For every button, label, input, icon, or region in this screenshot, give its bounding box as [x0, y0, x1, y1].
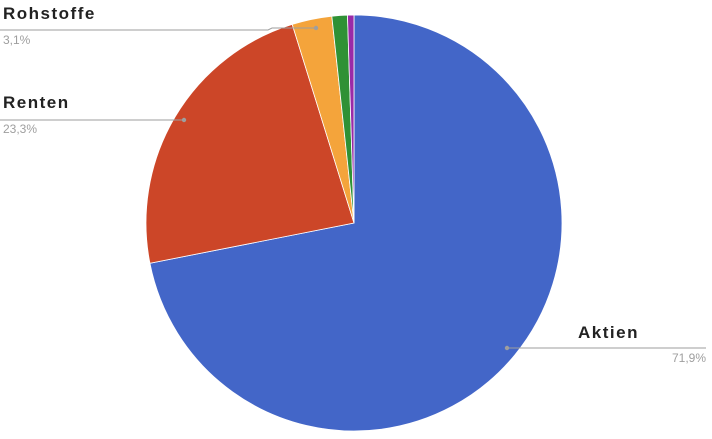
- leader-dot-aktien: [504, 345, 510, 351]
- pie-slice-unlabeled-4: [347, 14, 355, 224]
- slice-label-renten: Renten: [3, 93, 70, 112]
- slice-percent-renten: 23,3%: [3, 122, 37, 136]
- slice-label-rohstoffe: Rohstoffe: [3, 4, 96, 23]
- slice-percent-aktien: 71,9%: [672, 351, 706, 365]
- pie-slice-aktien: [149, 14, 563, 432]
- slice-label-aktien: Aktien: [578, 323, 639, 342]
- pie-slices: [145, 14, 563, 432]
- pie-slice-renten: [145, 23, 355, 264]
- leader-dot-renten: [181, 117, 187, 123]
- leader-line-rohstoffe: [0, 27, 316, 31]
- slice-percent-rohstoffe: 3,1%: [3, 33, 31, 47]
- label-group-aktien: Aktien 71,9%: [504, 323, 706, 365]
- label-group-renten: Renten 23,3%: [0, 93, 187, 136]
- label-group-rohstoffe: Rohstoffe 3,1%: [0, 4, 319, 47]
- leader-dot-rohstoffe: [313, 25, 319, 31]
